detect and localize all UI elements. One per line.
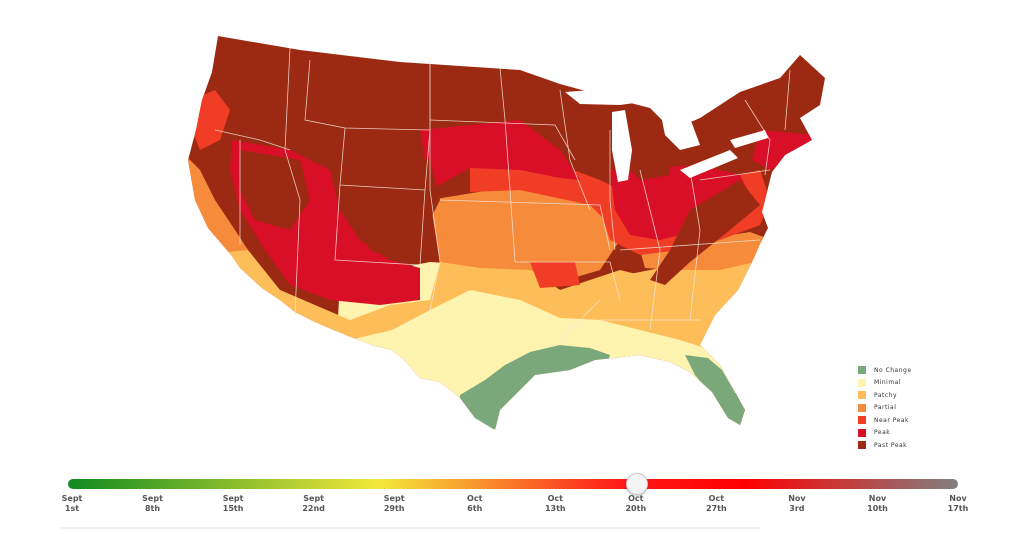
region-past-peak-nevada [240,150,310,230]
tick-month: Oct [628,494,644,503]
region-patchy [188,170,720,348]
region-past-peak-midwest [620,128,670,180]
legend-swatch [858,403,866,412]
legend-item: Past Peak [858,439,968,452]
tick-day: 17th [947,504,969,513]
tick-day: 29th [383,504,405,513]
tick-month: Nov [949,494,967,503]
region-no-change-florida [685,355,745,428]
us-foliage-map [188,36,825,430]
tick-day: 22nd [302,504,325,513]
legend-item: Near Peak [858,414,968,427]
tick-day: 27th [706,504,727,513]
legend-label: Minimal [874,379,902,387]
divider [60,527,760,529]
legend-item: Minimal [858,377,968,390]
lake-michigan [612,110,632,182]
tick-day: 15th [222,504,244,513]
legend-label: Partial [874,404,897,412]
legend-label: No Change [874,366,912,374]
timeline-tick-label[interactable]: Sept 15th [203,494,263,514]
legend-label: Near Peak [874,416,909,424]
legend-label: Patchy [874,391,898,399]
tick-month: Sept [303,494,324,503]
tick-day: 1st [64,504,80,513]
tick-month: Sept [383,494,405,503]
timeline-tick-label[interactable]: Sept 22nd [284,494,344,514]
region-no-change-texas [460,345,610,430]
timeline-tick-label[interactable]: Oct 13th [525,494,585,514]
timeline-tick-label[interactable]: Oct 20th [606,494,666,514]
timeline-slider[interactable]: Sept 1st Sept 8th Sept 15th Sept 22nd Sept 29th Oc… [60,473,968,526]
tick-month: Nov [868,494,887,503]
region-past-peak-rockies [340,150,440,260]
tick-day: 10th [867,504,888,513]
timeline-track[interactable] [68,479,958,489]
timeline-thumb[interactable] [625,473,648,495]
region-peak-ne [752,130,815,170]
legend-item: Peak [858,427,968,440]
tick-month: Oct [467,494,483,503]
legend-swatch [858,391,866,400]
legend-item: Patchy [858,389,968,402]
timeline-tick-label[interactable]: Sept 1st [42,494,102,514]
tick-month: Sept [222,494,244,503]
legend-label: Peak [874,429,891,437]
tick-day: 6th [467,504,483,513]
region-near-peak-pnw [192,90,230,150]
lake-superior [565,88,655,105]
tick-day: 20th [625,504,647,513]
timeline-tick-label[interactable]: Nov 3rd [767,494,827,514]
tick-month: Sept [142,494,163,503]
tick-month: Nov [788,494,806,503]
region-peak-mid [420,120,580,190]
tick-month: Oct [547,494,563,503]
legend: No Change Minimal Patchy Partial Near Peak Pe… [858,364,968,452]
legend-item: No Change [858,364,968,377]
legend-swatch [858,378,866,387]
tick-day: 3rd [789,504,805,513]
region-near-peak [470,160,640,225]
tick-day: 8th [144,504,161,513]
timeline-tick-label[interactable]: Sept 8th [123,494,183,514]
legend-item: Partial [858,402,968,415]
legend-label: Past Peak [874,441,908,449]
legend-swatch [858,416,866,425]
timeline-tick-label[interactable]: Nov 10th [847,494,907,514]
timeline-tick-label[interactable]: Oct 27th [686,494,746,514]
legend-swatch [858,366,866,375]
timeline-tick-label[interactable]: Oct 6th [445,494,505,514]
timeline-tick-label[interactable]: Sept 29th [364,494,424,514]
tick-month: Oct [708,494,725,503]
region-near-peak-ok [530,262,580,288]
timeline-tick-label[interactable]: Nov 17th [928,494,988,514]
region-past-peak-appalachia [650,180,760,285]
region-partial-sw [188,150,248,252]
legend-swatch [858,441,866,450]
region-partial [430,185,620,282]
tick-day: 13th [544,504,566,513]
state-borders [214,47,791,341]
lake-ontario [730,130,768,148]
tick-month: Sept [61,494,83,503]
lake-erie [680,150,738,178]
legend-swatch [858,428,866,437]
lake-huron [660,110,700,150]
